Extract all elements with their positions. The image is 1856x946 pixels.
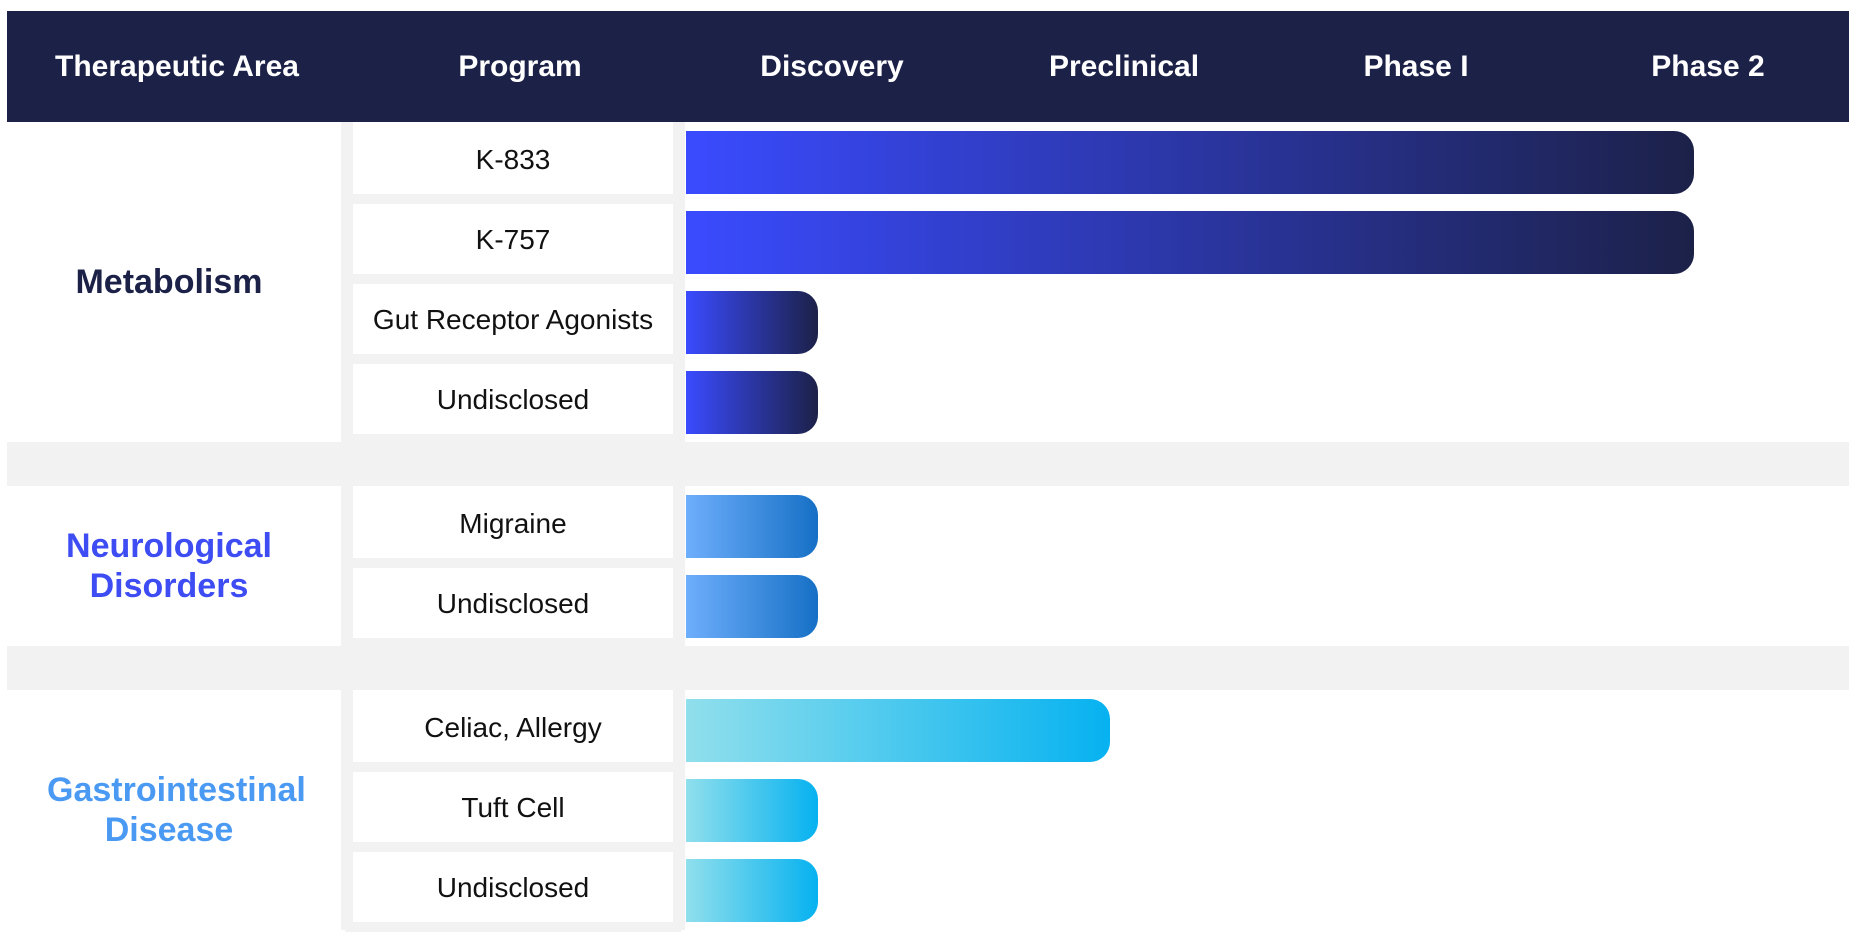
program-cell: Undisclosed xyxy=(353,570,673,638)
bar-metabolism-k-757 xyxy=(686,211,1694,274)
bar-gastrointestinal-disease-undisclosed xyxy=(686,859,818,922)
bar-neurological-disorders-undisclosed xyxy=(686,575,818,638)
header-stage-phase-2: Phase 2 xyxy=(1651,50,1765,83)
header-stage-discovery: Discovery xyxy=(760,50,904,83)
bar-neurological-disorders-migraine xyxy=(686,495,818,558)
row-divider xyxy=(345,842,681,852)
group-separator xyxy=(7,442,1849,486)
program-cell: Undisclosed xyxy=(353,366,673,434)
program-cell: K-757 xyxy=(353,206,673,274)
row-divider xyxy=(345,638,681,648)
program-cell: Undisclosed xyxy=(353,854,673,922)
program-cell: Tuft Cell xyxy=(353,774,673,842)
row-divider xyxy=(345,434,681,444)
program-cell: Celiac, Allergy xyxy=(353,694,673,762)
bar-gastrointestinal-disease-celiac-allergy xyxy=(686,699,1110,762)
bar-metabolism-undisclosed xyxy=(686,371,818,434)
program-cell: Gut Receptor Agonists xyxy=(353,286,673,354)
header-stage-preclinical: Preclinical xyxy=(1048,50,1200,83)
bar-metabolism-gut-receptor-agonists xyxy=(686,291,818,354)
header-stage-phase-1: Phase I xyxy=(1363,50,1469,83)
program-cell: K-833 xyxy=(353,126,673,194)
area-label-gastrointestinal-disease: Gastrointestinal Disease xyxy=(47,771,306,849)
row-divider xyxy=(345,354,681,364)
bar-metabolism-k-833 xyxy=(686,131,1694,194)
bar-gastrointestinal-disease-tuft-cell xyxy=(686,779,818,842)
table-header: Therapeutic Area Program Discovery Precl… xyxy=(7,11,1849,122)
row-divider xyxy=(345,762,681,772)
area-label-neurological-disorders: Neurological Disorders xyxy=(66,527,272,605)
row-divider xyxy=(345,922,681,932)
header-program: Program xyxy=(458,50,582,83)
row-divider xyxy=(345,274,681,284)
group-separator xyxy=(7,646,1849,690)
header-therapeutic-area: Therapeutic Area xyxy=(55,50,299,83)
group-gutter xyxy=(341,690,353,930)
program-cell: Migraine xyxy=(353,490,673,558)
group-gutter xyxy=(673,690,685,930)
area-label-metabolism: Metabolism xyxy=(75,263,263,301)
row-divider xyxy=(345,194,681,204)
row-divider xyxy=(345,558,681,568)
